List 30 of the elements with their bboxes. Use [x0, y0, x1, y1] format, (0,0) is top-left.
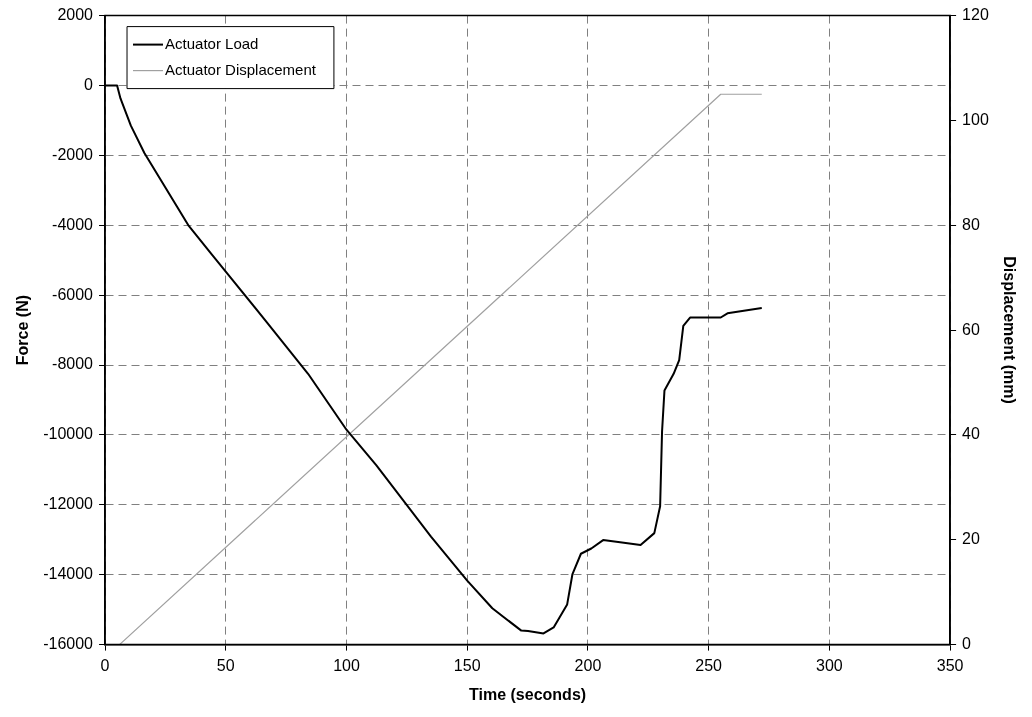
y2-tick-label: 20 — [962, 530, 980, 548]
y2-tick-label: 60 — [962, 320, 980, 338]
y-tick-label: 0 — [84, 75, 94, 93]
y-tick-label: -14000 — [43, 565, 94, 583]
x-tick-label: 300 — [816, 656, 843, 674]
y2-axis-title: Displacement (mm) — [1000, 256, 1018, 404]
y2-tick-label: 80 — [962, 215, 980, 233]
x-tick-label: 150 — [453, 656, 481, 674]
y-tick-label: 2000 — [57, 6, 94, 24]
y-axis-title: Force (N) — [14, 294, 32, 366]
legend-label: Actuator Load — [165, 34, 259, 52]
y-tick-label: -4000 — [52, 215, 94, 233]
y2-tick-label: 120 — [962, 6, 989, 24]
y2-tick-label: 40 — [962, 425, 980, 443]
x-tick-label: 50 — [216, 656, 235, 674]
x-tick-label: 0 — [100, 656, 110, 674]
x-axis-title: Time (seconds) — [469, 685, 587, 703]
y-tick-label: -2000 — [52, 145, 94, 163]
x-tick-label: 350 — [936, 656, 964, 674]
y2-tick-label: 100 — [962, 110, 989, 128]
x-tick-label: 250 — [695, 656, 723, 674]
y-tick-label: -12000 — [43, 495, 94, 513]
x-tick-label: 100 — [333, 656, 360, 674]
y-tick-label: -6000 — [52, 285, 94, 303]
y-tick-label: -10000 — [43, 425, 94, 443]
y-tick-label: -16000 — [43, 635, 94, 653]
y2-tick-label: 0 — [962, 635, 972, 653]
legend-label: Actuator Displacement — [165, 60, 317, 78]
x-tick-label: 200 — [574, 656, 602, 674]
y-tick-label: -8000 — [52, 355, 94, 373]
